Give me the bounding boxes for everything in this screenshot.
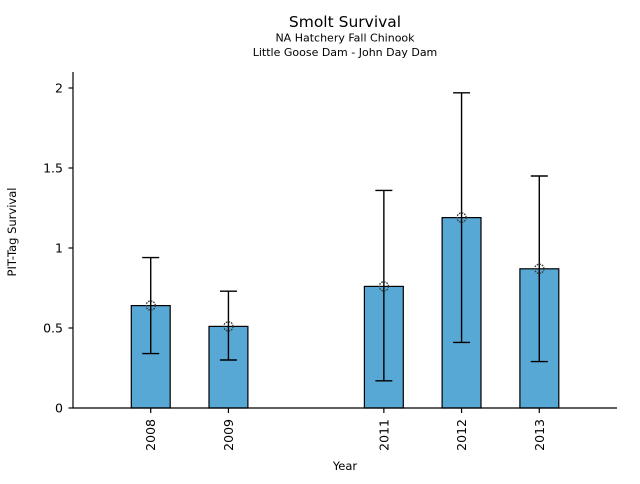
y-tick-label-2: 2: [55, 81, 63, 96]
marker-2011: [378, 281, 390, 292]
x-tick-label-2012: 2012: [454, 419, 469, 451]
x-axis-label: Year: [332, 459, 358, 473]
chart-title: Smolt Survival: [289, 13, 401, 31]
marker-2013: [533, 263, 545, 275]
chart-subtitle-1: NA Hatchery Fall Chinook: [275, 32, 415, 45]
y-tick-label-0: 0: [55, 401, 63, 416]
y-tick-label-1.5: 1.5: [43, 161, 63, 176]
marker-2012: [456, 212, 467, 223]
y-tick-label-1: 1: [55, 241, 63, 256]
x-tick-label-2008: 2008: [143, 419, 158, 451]
x-tick-label-2013: 2013: [532, 419, 547, 451]
marker-2009: [223, 321, 234, 332]
y-axis-label: PIT-Tag Survival: [5, 188, 19, 277]
plot-area: 0 0.5 1 1.5 2 2008 2009 2011 2012 2013: [43, 72, 617, 451]
marker-2008: [145, 300, 157, 311]
x-tick-label-2009: 2009: [221, 419, 236, 451]
chart-subtitle-2: Little Goose Dam - John Day Dam: [253, 46, 438, 59]
y-tick-label-0.5: 0.5: [43, 321, 63, 336]
x-tick-label-2011: 2011: [376, 419, 391, 451]
